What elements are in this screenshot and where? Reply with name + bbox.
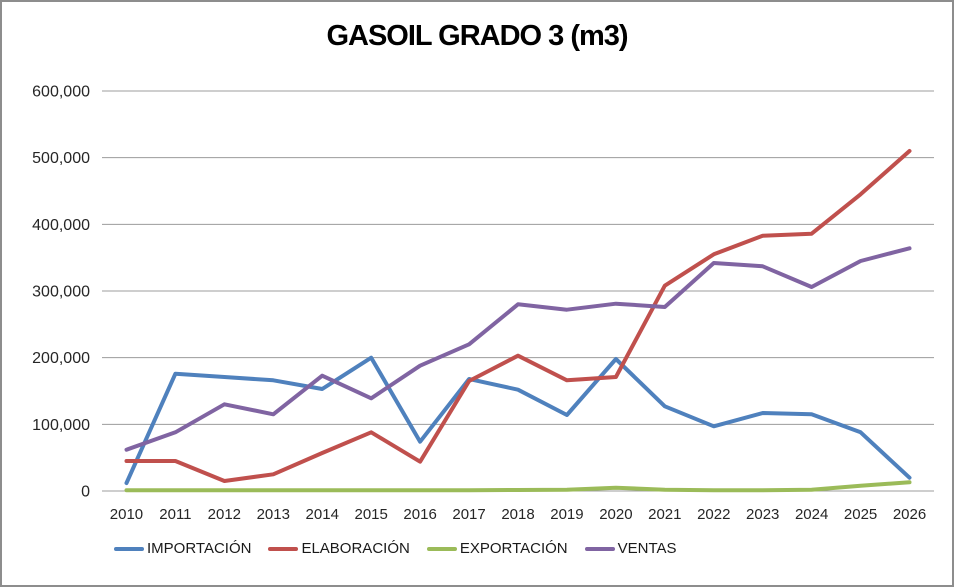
legend-label-importacion: IMPORTACIÓN	[147, 540, 252, 557]
legend-label-exportacion: EXPORTACIÓN	[459, 540, 568, 557]
legend-item-importacion[interactable]: IMPORTACIÓN	[114, 540, 251, 557]
legend-swatch-importacion-icon	[114, 546, 144, 551]
y-axis-tick-label: 100,000	[32, 417, 90, 434]
legend-item-exportacion[interactable]: EXPORTACIÓN	[426, 540, 568, 557]
legend-swatch-exportacion-icon	[426, 546, 457, 551]
legend-label-ventas: VENTAS	[617, 540, 677, 557]
y-axis-tick-label: 500,000	[32, 150, 90, 167]
x-axis-tick-label: 2012	[208, 506, 241, 523]
x-axis-tick-label: 2014	[306, 506, 339, 523]
x-axis-tick-label: 2018	[501, 506, 534, 523]
y-axis-tick-label: 300,000	[32, 284, 90, 301]
chart-legend: IMPORTACIÓN ELABORACIÓN EXPORTACIÓN VENTAS	[114, 540, 677, 557]
x-axis-tick-label: 2020	[599, 506, 632, 523]
legend-label-elaboracion: ELABORACIÓN	[301, 540, 410, 557]
x-axis-tick-label: 2013	[257, 506, 290, 523]
x-axis-tick-label: 2017	[452, 506, 485, 523]
series-line-importacion[interactable]	[124, 355, 912, 485]
chart-title: GASOIL GRADO 3 (m3)	[326, 20, 628, 52]
x-axis-tick-label: 2011	[159, 506, 191, 523]
series-line-exportacion[interactable]	[124, 480, 912, 493]
x-axis-tick-label: 2016	[403, 506, 436, 523]
y-axis-tick-label: 400,000	[32, 217, 90, 234]
series-line-elaboracion[interactable]	[124, 149, 912, 483]
x-axis-tick-label: 2024	[795, 506, 828, 523]
legend-swatch-ventas-icon	[584, 546, 615, 551]
x-axis-tick-label: 2021	[648, 506, 681, 523]
legend-item-ventas[interactable]: VENTAS	[584, 540, 677, 557]
y-axis-tick-label: 0	[81, 484, 90, 501]
x-axis-tick-label: 2026	[893, 506, 926, 523]
legend-item-elaboracion[interactable]: ELABORACIÓN	[268, 540, 410, 557]
x-axis-tick-label: 2022	[697, 506, 730, 523]
legend-swatch-elaboracion-icon	[268, 546, 299, 551]
series-line-ventas[interactable]	[124, 246, 912, 452]
x-axis-tick-label: 2019	[550, 506, 583, 523]
y-axis-tick-label: 200,000	[32, 350, 90, 367]
x-axis-tick-label: 2025	[844, 506, 877, 523]
x-axis-tick-label: 2010	[110, 506, 143, 523]
x-axis-tick-label: 2015	[354, 506, 387, 523]
y-axis-tick-label: 600,000	[32, 84, 90, 101]
x-axis-tick-label: 2023	[746, 506, 779, 523]
